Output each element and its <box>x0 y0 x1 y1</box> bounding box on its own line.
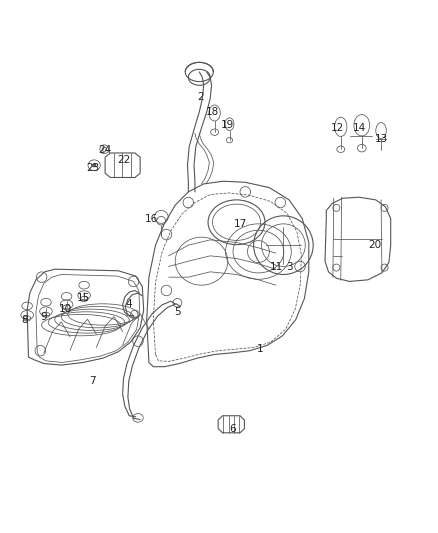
Text: 6: 6 <box>229 424 236 434</box>
Text: 17: 17 <box>233 219 247 229</box>
Text: 19: 19 <box>221 120 234 130</box>
Text: 10: 10 <box>59 304 72 314</box>
Circle shape <box>92 164 96 167</box>
Text: 16: 16 <box>145 214 158 223</box>
Text: 15: 15 <box>77 294 90 303</box>
Text: 12: 12 <box>331 123 344 133</box>
Text: 8: 8 <box>21 315 28 325</box>
Text: 13: 13 <box>374 134 388 143</box>
Text: 14: 14 <box>353 123 366 133</box>
Text: 7: 7 <box>88 376 95 386</box>
Text: 24: 24 <box>99 146 112 155</box>
Text: 22: 22 <box>117 155 130 165</box>
Text: 2: 2 <box>197 92 204 102</box>
Text: 23: 23 <box>86 163 99 173</box>
Text: 9: 9 <box>40 312 47 322</box>
Text: 20: 20 <box>368 240 381 250</box>
Text: 3: 3 <box>286 262 293 271</box>
Text: 5: 5 <box>174 307 181 317</box>
Text: 11: 11 <box>269 262 283 271</box>
Text: 18: 18 <box>206 107 219 117</box>
Text: 1: 1 <box>257 344 264 354</box>
Text: 4: 4 <box>126 299 133 309</box>
